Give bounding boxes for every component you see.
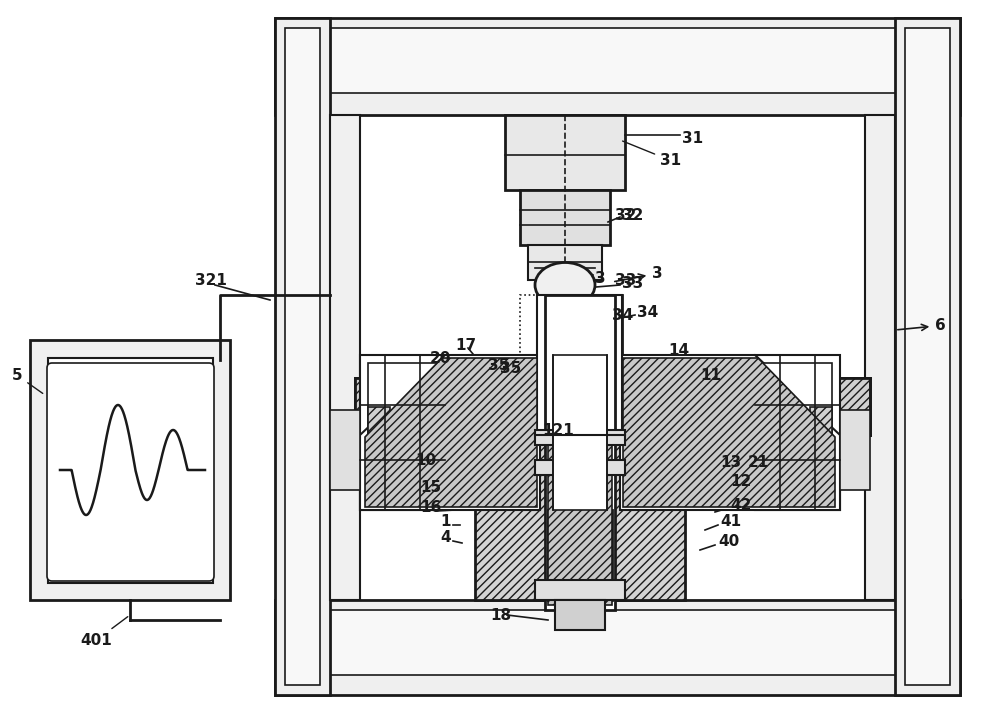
Bar [763,363,832,502]
Text: 31: 31 [623,141,681,168]
Text: 18: 18 [490,608,511,623]
Bar [548,305,611,590]
Bar [865,115,895,600]
Bar [905,28,950,685]
Bar [368,363,437,502]
Text: 3: 3 [615,266,663,281]
Bar [548,510,612,600]
Bar [535,430,625,445]
Text: 31: 31 [682,130,703,146]
Polygon shape [620,355,840,510]
Text: 321: 321 [195,273,227,288]
Bar [840,410,870,490]
Text: 11: 11 [700,368,721,383]
Text: 14: 14 [668,342,689,357]
Polygon shape [365,358,537,507]
Bar [545,295,615,610]
Text: 33: 33 [615,273,636,288]
Bar [537,295,622,600]
Text: 21: 21 [748,455,769,470]
Bar [520,190,610,245]
Bar [750,378,870,435]
Text: 12: 12 [730,474,751,489]
Bar [355,378,445,435]
Text: 401: 401 [80,617,128,648]
Text: 15: 15 [420,479,441,494]
Text: 16: 16 [420,500,441,515]
Text: 32: 32 [622,207,643,223]
Bar [475,435,685,600]
Polygon shape [623,358,835,507]
Bar [355,378,870,435]
Bar [275,18,960,115]
Text: 3: 3 [595,270,606,286]
Text: 1: 1 [440,515,450,529]
Bar [555,600,605,630]
Text: 4: 4 [440,531,451,545]
Bar [895,18,960,695]
Bar [528,245,602,280]
Text: 5: 5 [12,368,43,394]
Text: 17: 17 [455,338,476,352]
Text: 121: 121 [542,423,574,437]
Text: 10: 10 [415,452,436,468]
Bar [48,358,213,583]
Bar [30,340,230,600]
FancyBboxPatch shape [47,363,214,581]
Text: 33: 33 [622,276,643,291]
Text: 32: 32 [615,207,636,223]
Bar [537,295,622,440]
Bar [535,460,625,475]
Bar [360,355,445,510]
Bar [330,115,360,600]
Bar [535,580,625,600]
Text: 20: 20 [430,350,451,365]
Text: 35: 35 [500,360,521,376]
Bar [275,600,960,695]
Bar [275,18,330,695]
Text: 34: 34 [612,307,633,323]
Text: 13: 13 [720,455,741,470]
Bar [295,28,940,93]
Text: 42: 42 [730,497,751,513]
Bar [810,407,832,459]
Bar [548,435,612,605]
Bar [520,295,610,355]
Text: 41: 41 [720,515,741,529]
Bar [368,407,390,459]
Bar [505,115,625,190]
Polygon shape [360,355,540,510]
Bar [755,355,840,510]
Text: 40: 40 [718,534,739,550]
Text: 6: 6 [898,318,946,333]
Ellipse shape [535,262,595,307]
Bar [440,378,700,435]
Bar [330,410,360,490]
Text: 34: 34 [637,304,658,320]
Text: 35: 35 [488,357,509,373]
Bar [553,355,607,510]
Bar [295,610,940,675]
Bar [285,28,320,685]
